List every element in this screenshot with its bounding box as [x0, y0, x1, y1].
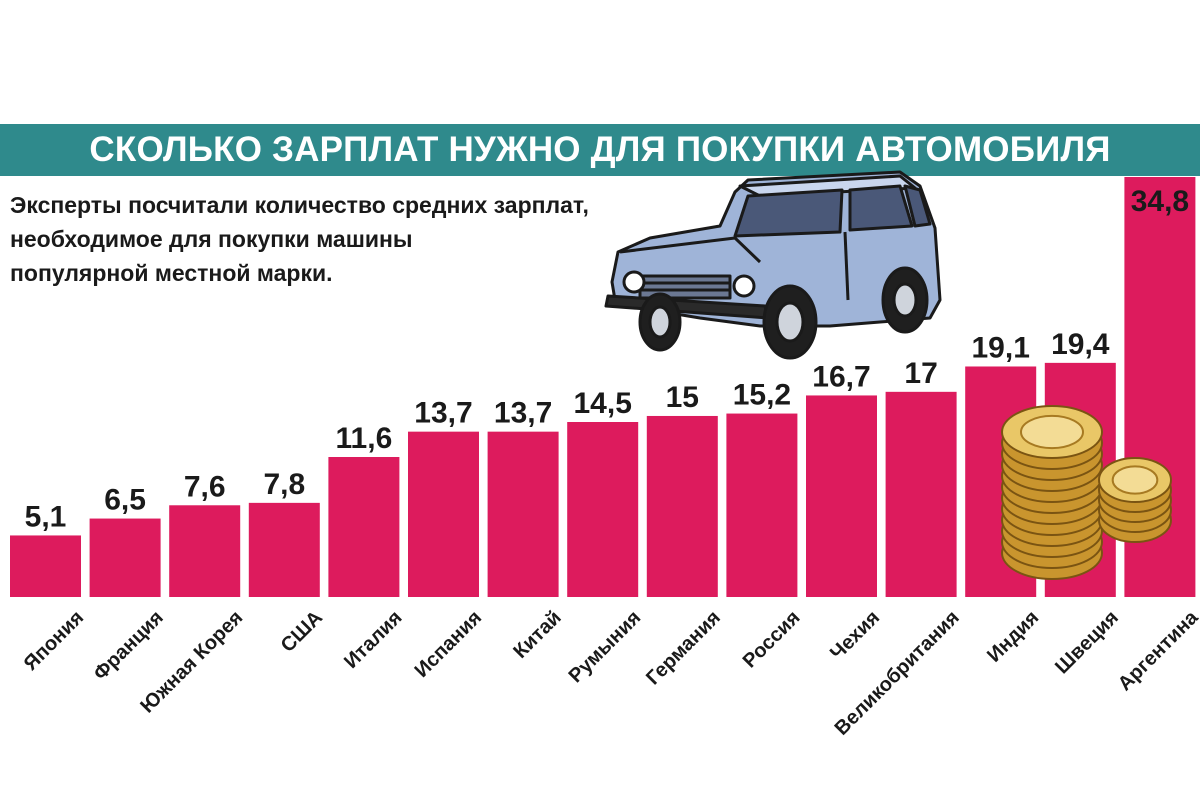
bar-4 [248, 502, 320, 597]
coin-stack-illustration [1001, 405, 1172, 580]
value-label-9: 15 [666, 381, 699, 414]
bar-7 [487, 431, 559, 597]
category-label-9: Германия [642, 607, 725, 690]
value-label-15: 34,8 [1131, 185, 1189, 218]
tall-stack-coin-face [1020, 414, 1084, 450]
chart-title: СКОЛЬКО ЗАРПЛАТ НУЖНО ДЛЯ ПОКУПКИ АВТОМО… [89, 130, 1111, 169]
category-label-11: Чехия [826, 607, 884, 665]
value-label-3: 7,6 [184, 470, 226, 503]
bar-10 [726, 413, 798, 597]
value-label-11: 16,7 [812, 360, 870, 393]
category-label-2: Франция [89, 607, 167, 685]
subtitle-line-1: Эксперты посчитали количество средних за… [10, 192, 589, 218]
value-label-5: 11,6 [336, 422, 393, 455]
bar-2 [89, 518, 161, 597]
value-labels-group: 5,1 6,5 7,6 7,8 11,6 13,7 13,7 14,5 15 15,2 16,7 17… [25, 185, 1189, 533]
category-label-5: Италия [340, 607, 406, 673]
category-label-14: Швеция [1051, 607, 1123, 679]
bar-6 [408, 431, 479, 597]
category-label-6: Испания [411, 607, 486, 682]
bar-8 [567, 422, 639, 597]
value-label-6: 13,7 [414, 397, 472, 430]
value-label-14: 19,4 [1051, 328, 1110, 361]
value-label-7: 13,7 [494, 397, 552, 430]
bar-12 [885, 391, 957, 597]
bar-5 [328, 457, 400, 597]
value-label-8: 14,5 [574, 387, 632, 420]
category-label-10: Россия [739, 607, 805, 673]
subtitle-line-2: необходимое для покупки машины [10, 226, 413, 252]
value-label-12: 17 [904, 357, 937, 390]
value-label-10: 15,2 [733, 379, 791, 412]
category-label-7: Китай [509, 607, 565, 663]
bar-3 [169, 505, 241, 597]
subtitle-line-3: популярной местной марки. [10, 260, 333, 286]
bar-9 [646, 415, 718, 597]
short-stack-coin-face [1111, 465, 1159, 495]
title-band [0, 124, 1200, 176]
bars-group [10, 177, 1196, 597]
chart-subtitle: Эксперты посчитали количество средних за… [10, 188, 589, 290]
bar-1 [10, 535, 81, 597]
value-label-4: 7,8 [263, 468, 305, 501]
category-label-4: США [277, 607, 327, 657]
car-illustration [604, 170, 942, 360]
category-label-1: Япония [20, 607, 88, 675]
value-label-2: 6,5 [104, 484, 146, 517]
bar-11 [806, 395, 877, 597]
category-label-13: Индия [983, 607, 1043, 667]
value-label-1: 5,1 [25, 500, 67, 533]
category-label-8: Румыния [565, 607, 646, 688]
category-label-15: Аргентина [1114, 606, 1200, 695]
value-label-13: 19,1 [972, 331, 1030, 364]
